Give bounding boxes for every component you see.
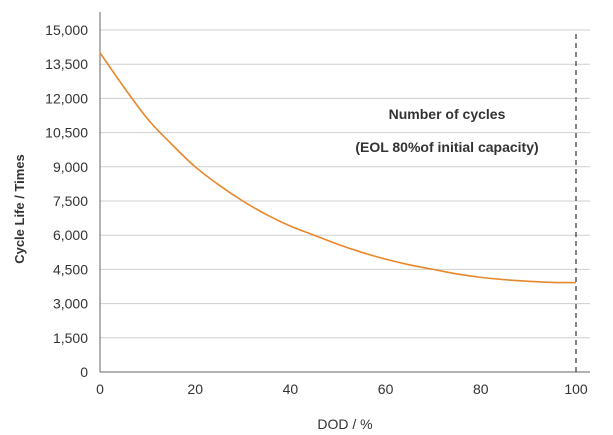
y-tick-label: 0	[80, 364, 88, 380]
y-tick-label: 6,000	[53, 227, 88, 243]
grid-lines	[100, 29, 590, 339]
x-axis-title: DOD / %	[317, 416, 372, 432]
x-tick-label: 80	[473, 381, 489, 397]
y-tick-label: 10,500	[45, 125, 88, 141]
annotation-eol-note: (EOL 80%of initial capacity)	[355, 139, 538, 155]
y-axis-title: Cycle Life / Times	[12, 154, 27, 264]
y-axis-ticks: 0 1,500 3,000 4,500 6,000 7,500 9,000 10,500 12,…	[45, 22, 88, 380]
x-tick-label: 0	[96, 381, 104, 397]
x-axis-ticks: 0 20 40 60 80 100	[96, 381, 588, 397]
y-tick-label: 12,000	[45, 90, 88, 106]
y-tick-label: 9,000	[53, 159, 88, 175]
cycle-life-curve	[99, 52, 577, 284]
y-tick-label: 7,500	[53, 193, 88, 209]
y-tick-label: 3,000	[53, 296, 88, 312]
x-tick-label: 20	[187, 381, 203, 397]
y-tick-label: 1,500	[53, 330, 88, 346]
annotation-number-of-cycles: Number of cycles	[389, 106, 506, 122]
x-tick-label: 40	[283, 381, 299, 397]
x-tick-label: 60	[378, 381, 394, 397]
y-tick-label: 15,000	[45, 22, 88, 38]
y-tick-label: 13,500	[45, 56, 88, 72]
x-tick-label: 100	[564, 381, 588, 397]
y-tick-label: 4,500	[53, 261, 88, 277]
